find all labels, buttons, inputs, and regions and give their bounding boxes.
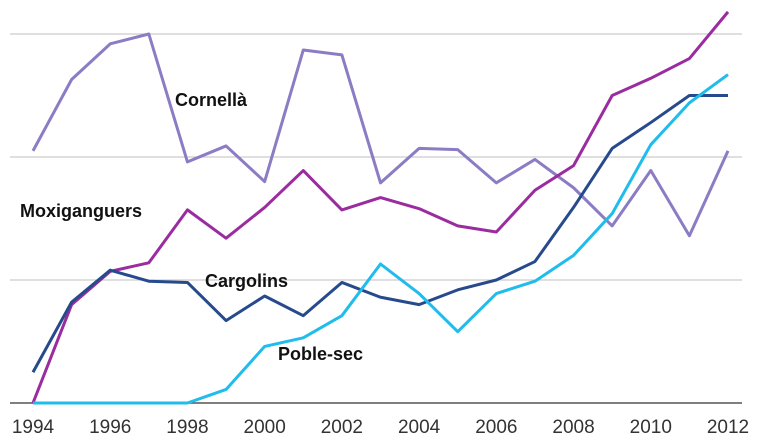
x-tick-label: 2006 [475, 417, 517, 438]
x-tick-label: 1996 [89, 417, 131, 438]
series-line [31, 10, 730, 404]
x-tick-label: 2012 [707, 417, 749, 438]
x-tick-label: 1998 [166, 417, 208, 438]
series-label: Cargolins [205, 271, 288, 291]
series-line [33, 73, 729, 405]
series-label: Moxiganguers [20, 201, 142, 221]
x-tick-label: 2000 [244, 417, 286, 438]
x-tick-label: 2004 [398, 417, 441, 438]
x-tick-label: 2002 [321, 417, 363, 438]
series-line [31, 94, 728, 373]
series-line [31, 32, 730, 238]
series-label: Cornellà [175, 90, 248, 110]
x-tick-label: 2010 [630, 417, 672, 438]
x-tick-label: 1994 [12, 417, 55, 438]
series-label: Poble-sec [278, 344, 363, 364]
x-tick-label: 2008 [552, 417, 594, 438]
